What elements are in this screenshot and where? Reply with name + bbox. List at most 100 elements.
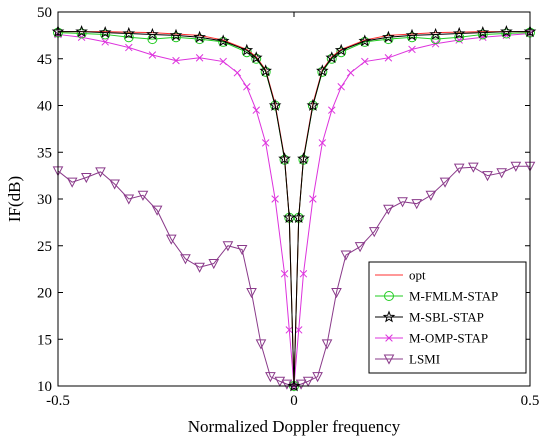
- data-point-m-sbl-stap: [75, 25, 88, 37]
- data-point-lsmi: [265, 372, 276, 383]
- data-point-m-fmlm-stap: [123, 32, 134, 43]
- data-point-m-omp-stap: [337, 83, 345, 91]
- data-point-m-fmlm-stap: [383, 34, 394, 45]
- y-tick-label: 35: [37, 145, 52, 161]
- data-point-lsmi: [482, 171, 493, 182]
- data-point-m-sbl-stap: [240, 43, 254, 56]
- data-point-lsmi: [95, 167, 106, 178]
- data-point-m-fmlm-stap: [100, 29, 111, 40]
- y-axis-label: IF(dB): [5, 176, 24, 222]
- data-point-m-sbl-stap: [334, 43, 348, 56]
- data-point-m-fmlm-stap: [194, 34, 205, 45]
- data-point-lsmi: [354, 242, 366, 253]
- data-point-lsmi: [194, 262, 205, 273]
- data-point-lsmi: [496, 168, 508, 179]
- data-point-lsmi: [66, 177, 78, 188]
- x-tick-label: 0.5: [521, 393, 540, 409]
- data-point-m-sbl-stap: [325, 51, 339, 64]
- data-point-m-omp-stap: [195, 54, 204, 62]
- data-point-m-sbl-stap: [316, 64, 329, 77]
- data-point-lsmi: [312, 372, 323, 383]
- legend-marker-m-sbl-stap: [382, 310, 396, 323]
- legend-label-m-fmlm-stap: M-FMLM-STAP: [409, 289, 498, 304]
- data-point-m-omp-stap: [243, 83, 251, 91]
- data-point-m-omp-stap: [271, 195, 279, 203]
- x-tick-label: 0: [290, 393, 298, 409]
- data-point-lsmi: [246, 287, 257, 299]
- data-point-m-fmlm-stap: [477, 29, 488, 40]
- data-point-m-sbl-stap: [452, 26, 466, 39]
- legend-label-m-omp-stap: M-OMP-STAP: [409, 331, 488, 346]
- data-point-m-omp-stap: [346, 69, 355, 77]
- data-point-lsmi: [80, 172, 92, 184]
- data-point-lsmi: [321, 339, 333, 350]
- data-point-lsmi: [208, 258, 220, 270]
- x-axis-label: Normalized Doppler frequency: [188, 417, 401, 436]
- data-point-m-omp-stap: [125, 43, 133, 52]
- data-point-m-fmlm-stap: [260, 66, 271, 77]
- legend-item-m-sbl-stap: M-SBL-STAP: [375, 310, 484, 325]
- data-point-lsmi: [151, 205, 163, 216]
- y-tick-label: 10: [37, 379, 52, 395]
- data-point-lsmi: [510, 161, 522, 172]
- data-point-m-omp-stap: [148, 51, 157, 59]
- y-tick-label: 15: [37, 332, 52, 348]
- x-tick-label: -0.5: [46, 393, 70, 409]
- data-point-m-omp-stap: [219, 57, 227, 66]
- data-point-m-omp-stap: [294, 326, 303, 334]
- y-tick-label: 40: [37, 99, 52, 115]
- legend-marker-lsmi: [383, 354, 395, 365]
- data-point-m-fmlm-stap: [336, 47, 347, 58]
- data-point-lsmi: [368, 227, 380, 238]
- data-point-m-omp-stap: [318, 139, 327, 147]
- legend-label-opt: opt: [409, 268, 426, 283]
- data-point-m-omp-stap: [309, 195, 317, 203]
- data-point-lsmi: [137, 190, 149, 201]
- ticks-layer: -0.5 0 0.5 10 15 20 25 30 35 40 45 50: [37, 5, 539, 409]
- data-point-m-omp-stap: [299, 270, 308, 278]
- data-point-m-sbl-stap: [358, 34, 372, 47]
- data-point-m-fmlm-stap: [454, 32, 465, 43]
- data-point-lsmi: [411, 199, 423, 210]
- data-point-lsmi: [331, 287, 342, 299]
- data-point-m-omp-stap: [252, 106, 260, 114]
- data-point-m-sbl-stap: [382, 30, 395, 43]
- data-point-m-fmlm-stap: [171, 32, 181, 43]
- data-point-m-sbl-stap: [259, 64, 272, 77]
- legend-item-opt: opt: [375, 268, 426, 283]
- y-tick-label: 25: [37, 239, 52, 255]
- data-point-m-sbl-stap: [98, 25, 112, 38]
- data-point-m-omp-stap: [361, 57, 369, 66]
- data-point-m-omp-stap: [408, 45, 416, 54]
- data-point-m-omp-stap: [280, 270, 289, 278]
- legend-label-m-sbl-stap: M-SBL-STAP: [409, 310, 484, 325]
- data-point-lsmi: [453, 163, 465, 174]
- data-point-m-fmlm-stap: [251, 53, 262, 64]
- data-point-m-sbl-stap: [306, 98, 320, 111]
- data-point-m-omp-stap: [285, 326, 294, 334]
- legend-item-m-omp-stap: M-OMP-STAP: [375, 331, 488, 346]
- data-point-m-sbl-stap: [249, 51, 263, 64]
- data-point-lsmi: [397, 197, 408, 208]
- y-tick-label: 30: [37, 192, 52, 208]
- data-point-m-sbl-stap: [122, 26, 136, 39]
- data-point-m-fmlm-stap: [501, 28, 512, 39]
- legend-label-lsmi: LSMI: [409, 352, 440, 367]
- data-point-m-fmlm-stap: [317, 66, 328, 77]
- y-tick-label: 45: [37, 52, 52, 68]
- y-tick-label: 20: [37, 286, 52, 302]
- data-point-lsmi: [274, 376, 286, 387]
- data-point-m-sbl-stap: [216, 34, 230, 47]
- data-point-m-omp-stap: [101, 38, 109, 46]
- data-point-m-fmlm-stap: [241, 47, 252, 58]
- data-point-lsmi: [222, 241, 234, 252]
- data-point-lsmi: [439, 177, 451, 188]
- legend-marker-m-fmlm-stap: [384, 291, 394, 301]
- series-lsmi: [52, 161, 536, 392]
- data-point-lsmi: [165, 234, 177, 245]
- data-point-m-sbl-stap: [405, 28, 419, 41]
- legend-marker-m-omp-stap: [385, 334, 393, 342]
- data-point-m-omp-stap: [328, 106, 336, 114]
- data-point-lsmi: [383, 204, 394, 215]
